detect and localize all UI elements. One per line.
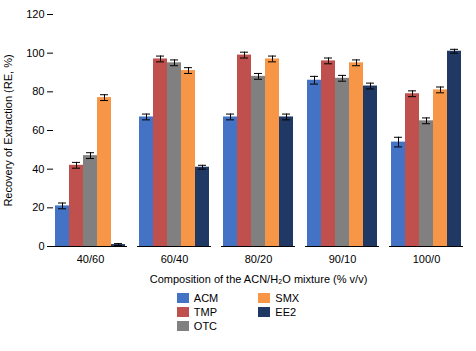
html-text:SMX: SMX [275,292,300,304]
html-text:ACM: ACM [193,292,219,304]
svg-text:40/60: 40/60 [77,253,105,265]
svg-text:Composition of the ACN/H₂O mix: Composition of the ACN/H₂O mixture (% v/… [150,273,368,285]
svg-text:60/40: 60/40 [161,253,189,265]
svg-text:100: 100 [26,47,44,59]
svg-text:80/20: 80/20 [245,253,273,265]
html-text:TMP: TMP [193,306,218,318]
html-text:EE2: EE2 [275,306,297,318]
html-text:OTC: OTC [193,320,218,332]
svg-text:100/0: 100/0 [413,253,441,265]
svg-text:80: 80 [32,85,44,97]
svg-text:60: 60 [32,124,44,136]
svg-text:Recovery of Extraction (RE, %): Recovery of Extraction (RE, %) [2,54,14,206]
svg-text:0: 0 [38,240,44,252]
svg-text:120: 120 [26,8,44,20]
svg-text:90/10: 90/10 [329,253,357,265]
svg-text:40: 40 [32,163,44,175]
svg-text:20: 20 [32,201,44,213]
